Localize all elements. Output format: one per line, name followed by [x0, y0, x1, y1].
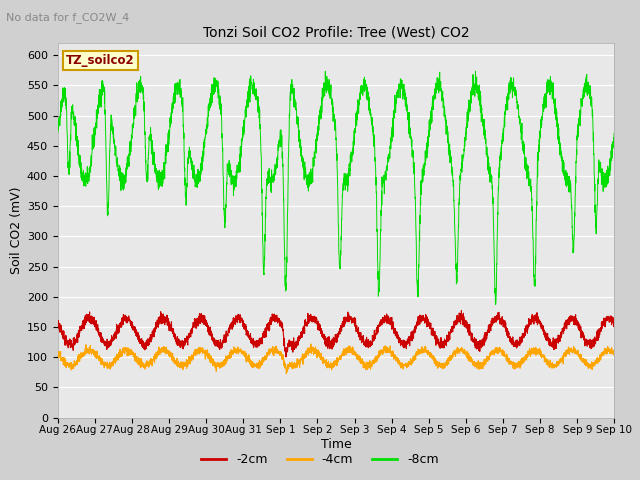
X-axis label: Time: Time — [321, 438, 351, 451]
Text: TZ_soilco2: TZ_soilco2 — [66, 54, 134, 67]
Text: No data for f_CO2W_4: No data for f_CO2W_4 — [6, 12, 130, 23]
Title: Tonzi Soil CO2 Profile: Tree (West) CO2: Tonzi Soil CO2 Profile: Tree (West) CO2 — [203, 25, 469, 39]
Legend: -2cm, -4cm, -8cm: -2cm, -4cm, -8cm — [196, 448, 444, 471]
Y-axis label: Soil CO2 (mV): Soil CO2 (mV) — [10, 187, 22, 274]
